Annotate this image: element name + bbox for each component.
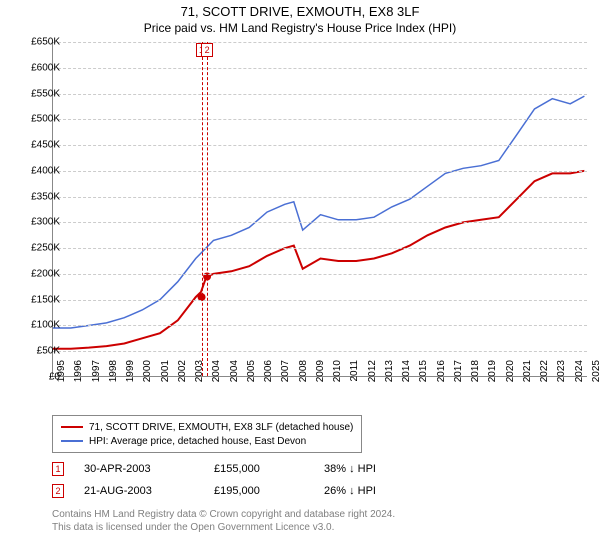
chart-container: 71, SCOTT DRIVE, EXMOUTH, EX8 3LF Price … (0, 0, 600, 560)
transaction-date: 30-APR-2003 (84, 463, 214, 475)
footer-line: Contains HM Land Registry data © Crown c… (52, 508, 395, 521)
transaction-pct: 26% ↓ HPI (324, 485, 454, 497)
transaction-price: £195,000 (214, 485, 324, 497)
xtick-label: 2002 (177, 360, 188, 400)
xtick-label: 2004 (211, 360, 222, 400)
xtick-label: 2009 (315, 360, 326, 400)
transactions-table: 1 30-APR-2003 £155,000 38% ↓ HPI 2 21-AU… (52, 458, 454, 502)
xtick-label: 2007 (280, 360, 291, 400)
table-row: 1 30-APR-2003 £155,000 38% ↓ HPI (52, 458, 454, 480)
xtick-label: 1998 (108, 360, 119, 400)
xtick-label: 1999 (125, 360, 136, 400)
ytick-label: £650K (10, 37, 60, 48)
xtick-label: 2022 (539, 360, 550, 400)
xtick-label: 1995 (56, 360, 67, 400)
xtick-label: 2024 (574, 360, 585, 400)
xtick-label: 2014 (401, 360, 412, 400)
title-block: 71, SCOTT DRIVE, EXMOUTH, EX8 3LF Price … (0, 0, 600, 35)
xtick-label: 2021 (522, 360, 533, 400)
ytick-label: £350K (10, 191, 60, 202)
xtick-label: 2011 (349, 360, 360, 400)
transaction-price: £155,000 (214, 463, 324, 475)
table-row: 2 21-AUG-2003 £195,000 26% ↓ HPI (52, 480, 454, 502)
legend-item: HPI: Average price, detached house, East… (61, 434, 353, 448)
legend-item: 71, SCOTT DRIVE, EXMOUTH, EX8 3LF (detac… (61, 420, 353, 434)
legend-swatch (61, 426, 83, 428)
xtick-label: 2010 (332, 360, 343, 400)
xtick-label: 2016 (436, 360, 447, 400)
xtick-label: 1996 (73, 360, 84, 400)
chart-marker: 2 (201, 43, 213, 57)
xtick-label: 2018 (470, 360, 481, 400)
xtick-label: 2005 (246, 360, 257, 400)
xtick-label: 1997 (91, 360, 102, 400)
xtick-label: 2006 (263, 360, 274, 400)
ytick-label: £500K (10, 114, 60, 125)
transaction-date: 21-AUG-2003 (84, 485, 214, 497)
footer-attribution: Contains HM Land Registry data © Crown c… (52, 508, 395, 534)
chart-plot-area: 12 (52, 42, 587, 377)
footer-line: This data is licensed under the Open Gov… (52, 521, 395, 534)
xtick-label: 2004 (229, 360, 240, 400)
ytick-label: £450K (10, 140, 60, 151)
ytick-label: £200K (10, 268, 60, 279)
ytick-label: £250K (10, 243, 60, 254)
transaction-marker: 1 (52, 462, 64, 476)
ytick-label: £300K (10, 217, 60, 228)
xtick-label: 2023 (556, 360, 567, 400)
xtick-label: 2003 (194, 360, 205, 400)
ytick-label: £400K (10, 165, 60, 176)
xtick-label: 2012 (367, 360, 378, 400)
ytick-label: £50K (10, 346, 60, 357)
xtick-label: 2025 (591, 360, 600, 400)
xtick-label: 2008 (298, 360, 309, 400)
ytick-label: £600K (10, 62, 60, 73)
legend-label: 71, SCOTT DRIVE, EXMOUTH, EX8 3LF (detac… (89, 422, 353, 433)
chart-legend: 71, SCOTT DRIVE, EXMOUTH, EX8 3LF (detac… (52, 415, 362, 453)
legend-swatch (61, 440, 83, 442)
transaction-pct: 38% ↓ HPI (324, 463, 454, 475)
xtick-label: 2017 (453, 360, 464, 400)
ytick-label: £150K (10, 294, 60, 305)
ytick-label: £550K (10, 88, 60, 99)
legend-label: HPI: Average price, detached house, East… (89, 436, 306, 447)
xtick-label: 2020 (505, 360, 516, 400)
xtick-label: 2019 (487, 360, 498, 400)
xtick-label: 2001 (160, 360, 171, 400)
chart-title: 71, SCOTT DRIVE, EXMOUTH, EX8 3LF (0, 4, 600, 19)
ytick-label: £0 (10, 372, 60, 383)
transaction-marker: 2 (52, 484, 64, 498)
ytick-label: £100K (10, 320, 60, 331)
xtick-label: 2013 (384, 360, 395, 400)
chart-subtitle: Price paid vs. HM Land Registry's House … (0, 21, 600, 35)
xtick-label: 2015 (418, 360, 429, 400)
xtick-label: 2000 (142, 360, 153, 400)
